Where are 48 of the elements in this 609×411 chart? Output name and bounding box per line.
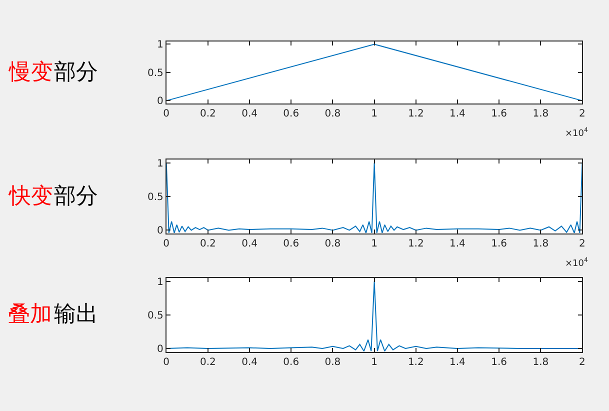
x-tick-label: 1.2 [408,356,424,368]
x-tick-label: 0.8 [324,356,341,368]
x-tick-label: 1.6 [491,238,508,250]
x-tick-label: 0.6 [283,238,300,250]
x-tick-label: 1.4 [450,238,466,250]
x-tick-label: 0.2 [200,108,216,120]
x-tick-label: 1.4 [450,108,466,120]
x-tick-label: 1.2 [408,238,424,250]
x-tick-label: 1.8 [532,356,549,368]
x-tick-label: 0.8 [324,238,341,250]
text: 慢变 [8,60,53,85]
x-tick-label: 0.2 [200,238,216,250]
x-tick-label: 1.8 [532,238,549,250]
text: 部分 [54,184,98,209]
x-tick-label: 1 [371,108,378,120]
x-tick-label: 2 [579,356,586,368]
text: ×10$^{4}$ [565,257,588,269]
x-tick-label: 0.8 [324,108,341,120]
x-tick-label: 1 [371,356,378,368]
x-tick-label: 0.4 [242,356,258,368]
x-tick-label: 0.6 [283,108,300,120]
y-tick-label: 0.5 [147,192,164,204]
y-tick-label: 0.5 [147,310,164,322]
x-tick-label: 2 [579,108,586,120]
x-tick-label: 2 [579,238,586,250]
x-tick-label: 0.4 [242,108,258,120]
text: 叠加 [8,302,52,327]
x-tick-label: 1.6 [491,356,508,368]
y-tick-label: 0 [157,96,164,108]
text: 输出 [54,302,98,327]
text: 快变 [8,184,53,209]
text: ×10$^{4}$ [565,127,588,139]
y-tick-label: 0.5 [147,68,164,79]
y-tick-label: 1 [157,276,164,288]
y-tick-label: 0 [157,344,164,355]
text: 部分 [54,60,98,85]
x-tick-label: 0.6 [283,356,300,368]
x-tick-label: 1.6 [491,108,508,120]
x-tick-label: 0.2 [200,356,216,368]
x-tick-label: 1.2 [408,108,424,120]
x-tick-label: 1 [371,238,378,250]
x-tick-label: 1.4 [450,356,466,368]
x-tick-label: 1.8 [532,108,549,120]
x-tick-label: 0.4 [242,238,258,250]
line-series [166,162,582,234]
y-tick-label: 1 [157,40,164,51]
y-tick-label: 1 [157,158,164,170]
y-tick-label: 0 [157,226,164,237]
